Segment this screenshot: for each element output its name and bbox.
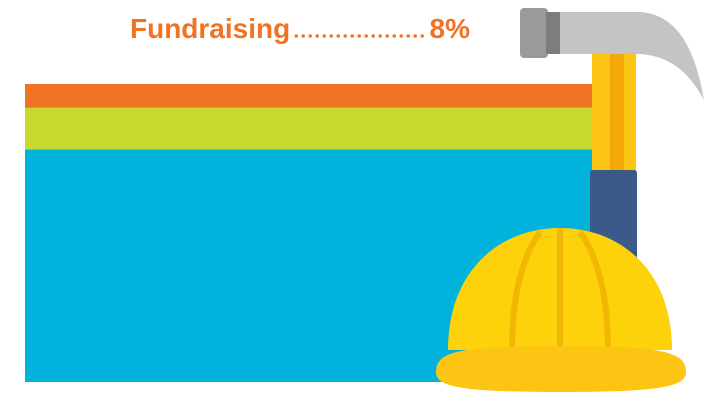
helmet-ridges — [509, 228, 611, 351]
hammer-head — [540, 12, 704, 100]
helmet-brim — [436, 346, 686, 392]
hammer-face — [520, 8, 548, 58]
value-label: 8% — [430, 13, 471, 44]
band — [25, 107, 600, 150]
helmet-icon — [436, 228, 686, 392]
hammer-handle-shade — [610, 40, 624, 175]
hammer-neck — [546, 12, 560, 54]
band — [25, 84, 600, 108]
category-label: Fundraising — [130, 13, 290, 44]
bands — [25, 84, 600, 382]
